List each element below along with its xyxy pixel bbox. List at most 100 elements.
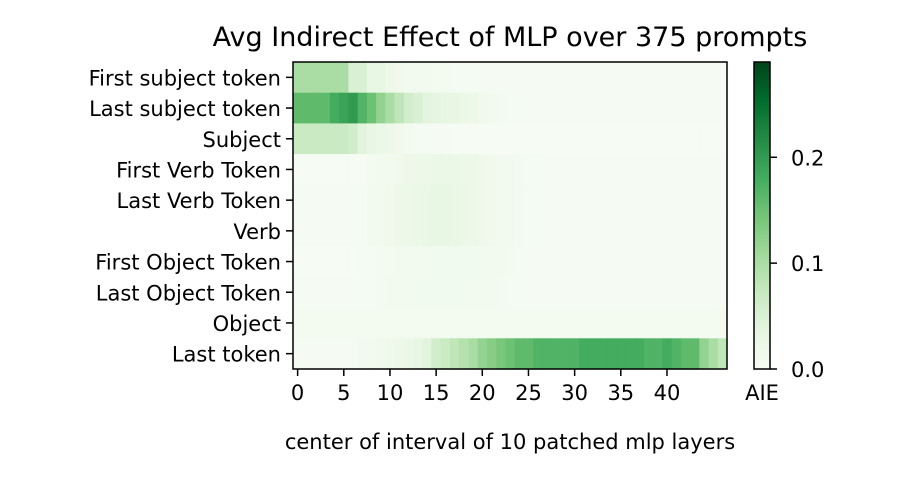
heatmap-cell [302, 276, 313, 309]
heatmap-cell [385, 184, 396, 217]
heatmap-cell [422, 92, 433, 124]
heatmap-cell [366, 62, 377, 94]
heatmap-cell [579, 154, 590, 186]
heatmap-cell [634, 276, 645, 309]
heatmap-cell [616, 123, 627, 155]
heatmap-cell [477, 215, 488, 247]
heatmap-cell [403, 276, 414, 309]
heatmap-cell [357, 215, 368, 247]
heatmap-cell [459, 123, 470, 155]
heatmap-cell [560, 246, 571, 278]
heatmap-cell [551, 246, 562, 278]
heatmap-cell [643, 276, 654, 309]
heatmap-cell [348, 154, 359, 186]
heatmap-cell [385, 215, 396, 247]
heatmap-cell [551, 62, 562, 94]
heatmap-cell [708, 246, 719, 278]
heatmap-cell [625, 62, 636, 94]
heatmap-cell [339, 307, 349, 339]
heatmap-cell [643, 215, 654, 247]
heatmap-cell [385, 154, 396, 186]
heatmap-cell [311, 307, 322, 339]
heatmap-cell [440, 215, 451, 247]
heatmap-cell [680, 215, 691, 247]
x-tick-label: 40 [654, 381, 681, 405]
heatmap-cell [293, 184, 303, 217]
heatmap-cell [459, 307, 470, 339]
heatmap-cell [699, 246, 710, 278]
heatmap-cell [449, 184, 460, 217]
heatmap-cell [293, 123, 303, 155]
heatmap-cell [496, 276, 506, 309]
heatmap-cell [311, 62, 322, 94]
heatmap-cell [311, 276, 322, 309]
x-tick-label: 5 [337, 381, 350, 405]
heatmap-cell [625, 307, 636, 339]
heatmap-cell [671, 215, 682, 247]
heatmap-cell [570, 184, 580, 217]
heatmap-cell [413, 123, 423, 155]
heatmap-cell [431, 246, 442, 278]
heatmap-cell [579, 215, 590, 247]
heatmap-cell [449, 338, 460, 370]
heatmap-cell [514, 92, 525, 124]
heatmap-cell [680, 307, 691, 339]
heatmap-cell [523, 276, 534, 309]
heatmap-cell [570, 123, 580, 155]
heatmap-cell [449, 92, 460, 124]
heatmap-cell [339, 246, 349, 278]
heatmap-cell [339, 154, 349, 186]
heatmap-cell [570, 246, 580, 278]
heatmap-cell [357, 307, 368, 339]
heatmap-cell [570, 338, 580, 370]
heatmap-cell [329, 307, 340, 339]
heatmap-cell [431, 154, 442, 186]
heatmap-cell [339, 338, 349, 370]
heatmap-cell [542, 276, 553, 309]
heatmap-cell [662, 307, 673, 339]
heatmap-cell [643, 307, 654, 339]
heatmap-cell [486, 154, 497, 186]
heatmap-cell [449, 154, 460, 186]
heatmap-cell [606, 276, 617, 309]
heatmap-cell [523, 215, 534, 247]
heatmap-cell [542, 92, 553, 124]
heatmap-cell [477, 92, 488, 124]
heatmap-cell [366, 307, 377, 339]
heatmap-cell [643, 338, 654, 370]
heatmap-cell [560, 307, 571, 339]
heatmap-cell [690, 62, 700, 94]
heatmap-cell [551, 123, 562, 155]
heatmap-cell [542, 307, 553, 339]
heatmap-cell [616, 184, 627, 217]
heatmap-cell [431, 338, 442, 370]
heatmap-cell [634, 215, 645, 247]
heatmap-cell [634, 246, 645, 278]
heatmap-cell [329, 338, 340, 370]
heatmap-cell [505, 338, 516, 370]
heatmap-cell [403, 246, 414, 278]
heatmap-cell [514, 184, 525, 217]
heatmap-cell [366, 215, 377, 247]
heatmap-cell [579, 307, 590, 339]
heatmap-cell [320, 338, 331, 370]
heatmap-cell [606, 246, 617, 278]
heatmap-cell [588, 276, 599, 309]
x-tick-label: 35 [607, 381, 634, 405]
heatmap-cell [690, 307, 700, 339]
heatmap-cell [477, 338, 488, 370]
row-label: Last token [172, 343, 281, 367]
heatmap-cell [505, 154, 516, 186]
heatmap-cell [468, 123, 479, 155]
heatmap-cell [413, 154, 423, 186]
heatmap-cell [422, 276, 433, 309]
heatmap-cell [699, 338, 710, 370]
heatmap-cell [699, 62, 710, 94]
heatmap-cell [597, 62, 608, 94]
heatmap-cell [560, 215, 571, 247]
heatmap-cell [348, 184, 359, 217]
heatmap-cell [505, 184, 516, 217]
heatmap-cell [348, 307, 359, 339]
heatmap-cell [366, 338, 377, 370]
colorbar [753, 61, 771, 370]
